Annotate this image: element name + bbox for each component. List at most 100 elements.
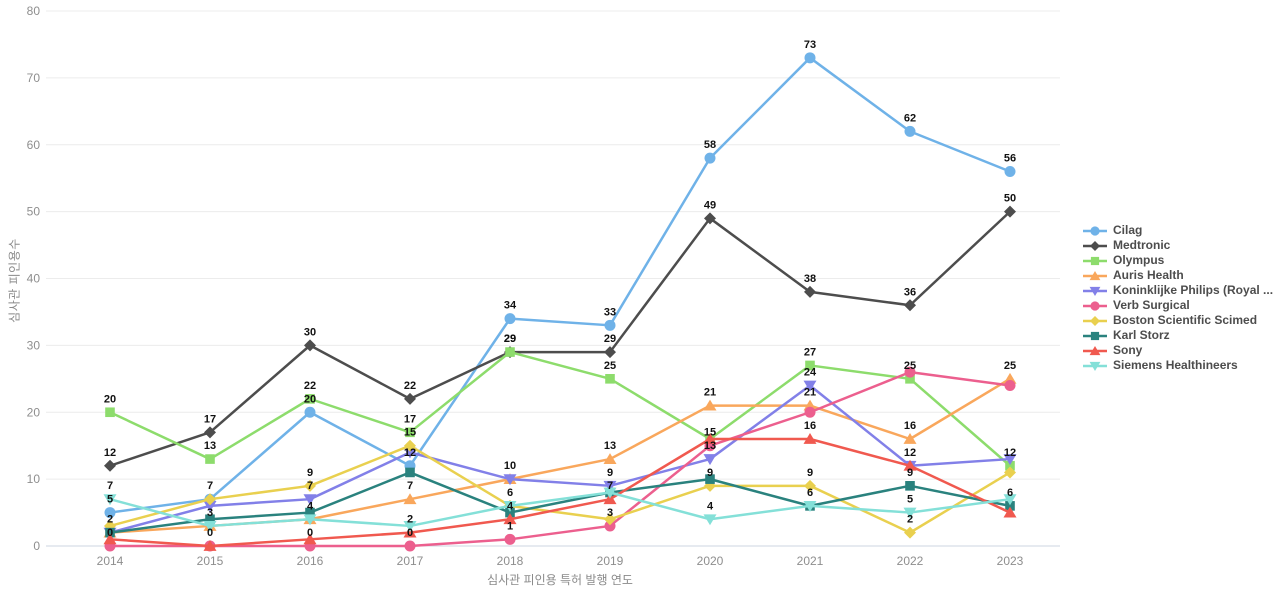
data-point-marker[interactable] xyxy=(803,380,817,392)
legend-item-karl-storz[interactable]: Karl Storz xyxy=(1082,328,1273,343)
data-point-marker[interactable] xyxy=(403,521,417,532)
data-point-marker[interactable] xyxy=(1004,466,1016,479)
data-point-marker[interactable] xyxy=(603,480,617,492)
legend-item-koninklijke-philips-royal[interactable]: Koninklijke Philips (Royal ... xyxy=(1082,283,1273,298)
data-point-marker[interactable] xyxy=(1004,166,1016,177)
series-line-sony[interactable] xyxy=(108,437,1012,548)
data-point-marker[interactable] xyxy=(303,533,317,545)
data-point-marker[interactable] xyxy=(105,527,115,538)
data-point-marker[interactable] xyxy=(305,507,315,518)
data-point-marker[interactable] xyxy=(404,540,416,552)
data-point-marker[interactable] xyxy=(504,533,516,545)
data-point-marker[interactable] xyxy=(503,474,517,486)
data-point-marker[interactable] xyxy=(603,453,617,464)
data-point-marker[interactable] xyxy=(705,474,715,484)
data-point-marker[interactable] xyxy=(704,212,716,225)
data-point-marker[interactable] xyxy=(204,493,216,506)
data-point-marker[interactable] xyxy=(1005,460,1015,471)
legend-item-boston-scientific-scimed[interactable]: Boston Scientific Scimed xyxy=(1082,313,1273,328)
data-point-marker[interactable] xyxy=(405,467,415,478)
data-point-marker[interactable] xyxy=(1004,380,1016,391)
data-point-marker[interactable] xyxy=(305,394,315,404)
data-point-marker[interactable] xyxy=(103,494,117,506)
series-line-boston-scientific-scimed[interactable] xyxy=(108,444,1012,534)
legend-item-medtronic[interactable]: Medtronic xyxy=(1082,238,1273,253)
data-point-marker[interactable] xyxy=(803,399,817,411)
data-point-marker[interactable] xyxy=(304,339,316,352)
data-point-marker[interactable] xyxy=(103,533,117,545)
data-point-marker[interactable] xyxy=(604,319,616,331)
data-point-marker[interactable] xyxy=(904,125,916,137)
data-point-marker[interactable] xyxy=(403,493,417,505)
data-point-marker[interactable] xyxy=(604,520,616,532)
data-point-marker[interactable] xyxy=(104,507,116,519)
data-point-marker[interactable] xyxy=(405,427,415,438)
data-point-marker[interactable] xyxy=(505,347,515,357)
series-line-medtronic[interactable] xyxy=(108,210,1012,467)
data-point-marker[interactable] xyxy=(804,479,816,492)
data-point-marker[interactable] xyxy=(404,392,416,405)
data-point-marker[interactable] xyxy=(803,500,817,512)
legend-item-verb-surgical[interactable]: Verb Surgical xyxy=(1082,298,1273,313)
data-point-marker[interactable] xyxy=(303,514,317,526)
data-point-marker[interactable] xyxy=(804,406,816,418)
data-point-marker[interactable] xyxy=(1003,372,1017,384)
data-point-marker[interactable] xyxy=(503,513,517,525)
data-point-marker[interactable] xyxy=(904,526,916,539)
data-point-marker[interactable] xyxy=(905,481,915,491)
series-line-olympus[interactable] xyxy=(108,350,1012,467)
data-point-marker[interactable] xyxy=(503,500,517,512)
series-line-verb-surgical[interactable] xyxy=(108,370,1012,548)
data-point-marker[interactable] xyxy=(504,313,516,325)
data-point-marker[interactable] xyxy=(803,433,817,444)
data-point-marker[interactable] xyxy=(205,514,215,525)
data-point-marker[interactable] xyxy=(204,426,216,439)
series-line-koninklijke-philips-royal[interactable] xyxy=(108,384,1012,534)
series-line-karl-storz[interactable] xyxy=(108,471,1012,534)
data-point-marker[interactable] xyxy=(703,514,717,526)
legend-item-cilag[interactable]: Cilag xyxy=(1082,223,1273,238)
data-point-marker[interactable] xyxy=(203,500,217,512)
data-point-marker[interactable] xyxy=(605,374,615,384)
legend-item-siemens-healthineers[interactable]: Siemens Healthineers xyxy=(1082,358,1273,373)
data-point-marker[interactable] xyxy=(203,540,217,551)
data-point-marker[interactable] xyxy=(804,52,816,64)
series-line-cilag[interactable] xyxy=(108,56,1012,514)
data-point-marker[interactable] xyxy=(203,521,217,532)
data-point-marker[interactable] xyxy=(703,433,717,444)
data-point-marker[interactable] xyxy=(303,494,317,506)
data-point-marker[interactable] xyxy=(805,360,815,371)
data-point-marker[interactable] xyxy=(703,399,717,411)
data-point-marker[interactable] xyxy=(505,507,515,518)
data-point-marker[interactable] xyxy=(1003,506,1017,518)
data-point-marker[interactable] xyxy=(603,487,617,499)
data-point-marker[interactable] xyxy=(804,285,816,298)
data-point-marker[interactable] xyxy=(1004,205,1016,218)
legend-item-sony[interactable]: Sony xyxy=(1082,343,1273,358)
data-point-marker[interactable] xyxy=(604,513,616,526)
data-point-marker[interactable] xyxy=(903,459,917,471)
data-point-marker[interactable] xyxy=(903,507,917,519)
data-point-marker[interactable] xyxy=(604,346,616,359)
legend-item-olympus[interactable]: Olympus xyxy=(1082,253,1273,268)
data-point-marker[interactable] xyxy=(105,407,115,418)
data-point-marker[interactable] xyxy=(304,479,316,492)
data-point-marker[interactable] xyxy=(904,299,916,312)
data-point-marker[interactable] xyxy=(704,152,716,164)
data-point-marker[interactable] xyxy=(1005,501,1015,511)
data-point-marker[interactable] xyxy=(905,374,915,384)
data-point-marker[interactable] xyxy=(304,406,316,418)
data-point-marker[interactable] xyxy=(104,459,116,472)
data-point-marker[interactable] xyxy=(1003,494,1017,506)
data-point-marker[interactable] xyxy=(403,526,417,538)
data-point-marker[interactable] xyxy=(404,439,416,452)
data-point-marker[interactable] xyxy=(403,447,417,459)
data-point-marker[interactable] xyxy=(1003,454,1017,466)
series-line-siemens-healthineers[interactable] xyxy=(108,491,1012,528)
data-point-marker[interactable] xyxy=(903,433,917,444)
data-point-marker[interactable] xyxy=(904,366,916,378)
data-point-marker[interactable] xyxy=(205,454,215,464)
data-point-marker[interactable] xyxy=(703,454,717,466)
legend-item-auris-health[interactable]: Auris Health xyxy=(1082,268,1273,283)
